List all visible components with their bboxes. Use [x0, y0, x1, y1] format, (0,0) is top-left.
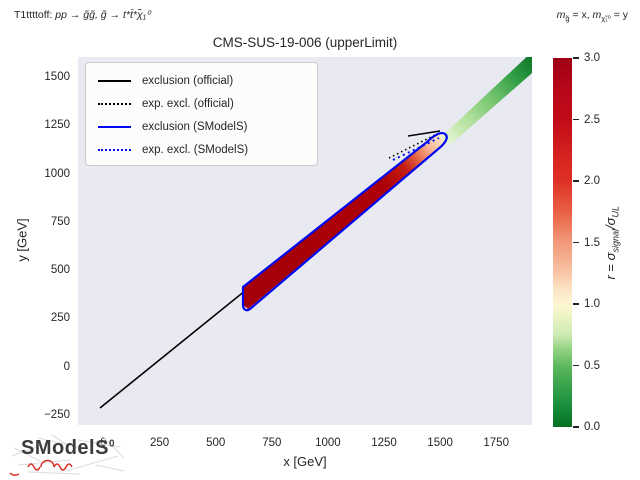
- y-tick-label: 0: [63, 360, 70, 373]
- mass-convention-label: mg̃ = x, mχ̃₁⁰ = y: [556, 9, 628, 24]
- colorbar-axis-label: r = σsignal/σUL: [603, 205, 621, 280]
- blue-dotted-line-swatch: [98, 148, 131, 151]
- legend-item-exp-excl-smodels: exp. excl. (SModelS): [98, 138, 317, 161]
- y-tick-label: 250: [50, 312, 70, 325]
- legend-item-exp-excl-official: exp. excl. (official): [98, 92, 317, 115]
- x-tick-label: 1500: [427, 437, 453, 449]
- colorbar-tick-label: 0.5: [584, 359, 600, 372]
- colorbar-tick-label: 1.5: [584, 236, 600, 249]
- smodels-logo: SModelS0: [8, 430, 126, 478]
- logo-scribble: [11, 434, 125, 475]
- x-tick-label: 0: [100, 437, 107, 449]
- colorbar-tick: [573, 180, 579, 182]
- legend-label: exclusion (SModelS): [142, 120, 248, 133]
- legend-label: exclusion (official): [142, 74, 234, 87]
- logo-gluon-squiggle: [9, 459, 73, 477]
- blue-solid-line-swatch: [98, 125, 131, 128]
- y-axis-label: y [GeV]: [14, 218, 30, 262]
- colorbar-tick-label: 3.0: [584, 52, 600, 64]
- legend-item-exclusion-smodels: exclusion (SModelS): [98, 115, 317, 138]
- r-band-red: [243, 133, 447, 309]
- exclusion-smodels-contour: [241, 132, 448, 312]
- y-tick-label: −250: [44, 409, 70, 421]
- colorbar-tick: [573, 364, 579, 367]
- plot-title: CMS-SUS-19-006 (upperLimit): [212, 35, 398, 50]
- x-tick-label: 250: [150, 437, 170, 449]
- logo-text: SModelS0: [21, 437, 116, 459]
- y-tick-label: 1000: [44, 167, 70, 180]
- x-tick-label: 1250: [371, 437, 397, 449]
- process-label: T1ttttoff: pp → g̃g̃, g̃ → t*t̄*χ̃₁⁰: [14, 9, 150, 21]
- colorbar-tick-label: 2.5: [584, 113, 600, 126]
- y-tick-label: 500: [50, 264, 70, 277]
- colorbar-tick-label: 1.0: [584, 298, 600, 310]
- y-tick-label: 1500: [44, 71, 70, 83]
- legend-label: exp. excl. (SModelS): [142, 143, 249, 156]
- colorbar-tick: [573, 57, 579, 59]
- colorbar-tick: [573, 426, 579, 428]
- legend: exclusion (official) exp. excl. (officia…: [85, 62, 318, 166]
- legend-label: exp. excl. (official): [142, 97, 234, 110]
- y-tick-label: 750: [50, 215, 70, 228]
- colorbar-tick-label: 2.0: [584, 175, 600, 187]
- colorbar-tick: [573, 241, 579, 244]
- x-tick-label: 500: [206, 437, 226, 449]
- black-dotted-line-swatch: [98, 102, 131, 105]
- exclusion-plot-canvas: [99, 57, 532, 409]
- colorbar: [553, 58, 572, 427]
- colorbar-tick: [573, 118, 579, 121]
- process-math: pp → g̃g̃, g̃ → t*t̄*χ̃₁⁰: [55, 9, 151, 21]
- x-tick-label: 1000: [315, 437, 341, 449]
- y-tick-label: 1250: [44, 119, 70, 132]
- black-solid-line-swatch: [98, 79, 131, 82]
- plot-area: exclusion (official) exp. excl. (officia…: [78, 57, 532, 425]
- x-axis-label: x [GeV]: [283, 454, 327, 469]
- x-tick-label: 1750: [483, 437, 509, 449]
- exclusion-official-tip-segment: [407, 130, 441, 137]
- legend-item-exclusion-official: exclusion (official): [98, 69, 317, 92]
- r-band-green: [441, 57, 532, 145]
- colorbar-tick-label: 0.0: [584, 421, 600, 433]
- colorbar-tick: [573, 303, 579, 305]
- process-prefix: T1ttttoff:: [14, 9, 56, 21]
- x-tick-label: 750: [262, 437, 282, 449]
- logo-scribble-art: [9, 434, 125, 477]
